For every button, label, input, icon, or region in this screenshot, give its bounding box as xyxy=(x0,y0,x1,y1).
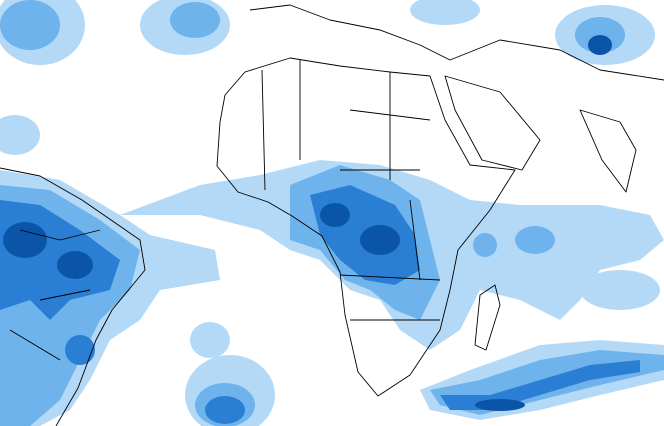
coastlines xyxy=(0,4,664,426)
borders xyxy=(9,229,101,361)
rain-area xyxy=(588,35,612,55)
rain-area xyxy=(3,222,47,258)
rain-area xyxy=(440,360,640,410)
precipitation-very-heavy xyxy=(3,35,612,411)
rain-area xyxy=(57,251,93,279)
rain-area xyxy=(0,115,40,155)
europe-asia-coast xyxy=(249,4,664,81)
rain-area xyxy=(410,0,480,25)
india xyxy=(579,109,637,193)
rain-area xyxy=(360,225,400,255)
rain-area xyxy=(0,0,60,50)
rain-area xyxy=(170,2,220,38)
rain-area xyxy=(580,270,660,310)
rain-area xyxy=(190,322,230,358)
madagascar xyxy=(474,284,501,351)
rain-area xyxy=(475,399,525,411)
rain-area xyxy=(515,226,555,254)
borders xyxy=(261,60,441,321)
rain-area xyxy=(205,396,245,424)
south-america xyxy=(0,167,146,426)
rain-area xyxy=(473,233,497,257)
rain-area xyxy=(65,335,95,365)
arabia xyxy=(444,75,541,171)
rain-area xyxy=(320,203,350,227)
